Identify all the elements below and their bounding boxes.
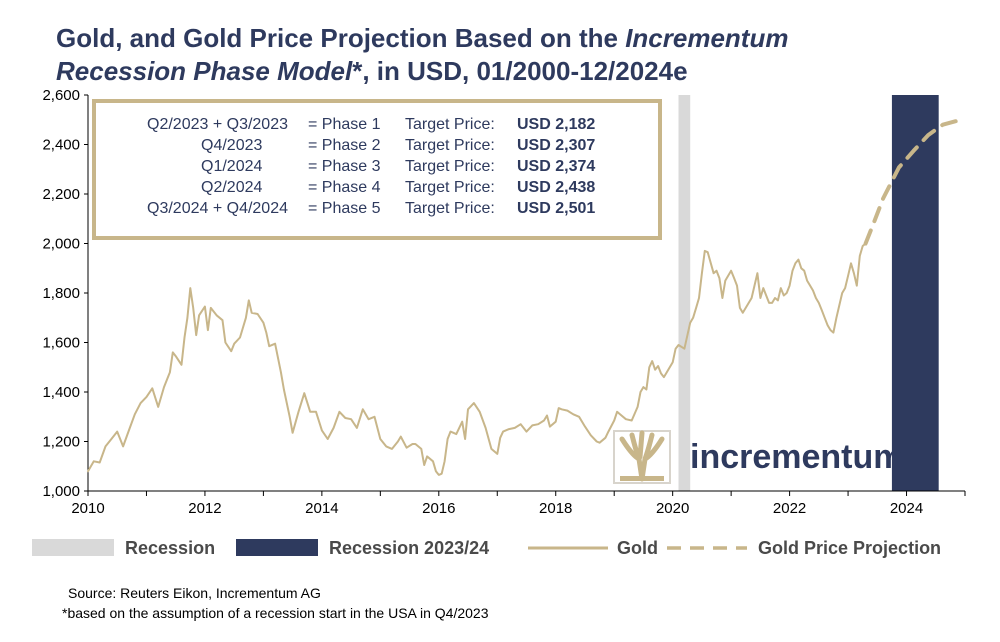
phase-label: = Phase 3	[308, 158, 381, 175]
target-label: Target Price:	[405, 137, 495, 154]
x-tick-label: 2022	[773, 500, 806, 517]
legend-recession-label: Recession	[125, 538, 216, 558]
target-label: Target Price:	[405, 158, 495, 175]
target-price: USD 2,307	[517, 137, 596, 154]
phase-row: Q3/2024 + Q4/2024 = Phase 5 Target Price…	[96, 200, 656, 221]
phase-label: = Phase 2	[308, 137, 381, 154]
y-tick-label: 1,400	[42, 384, 80, 401]
phase-period: Q4/2023	[201, 137, 263, 154]
target-price: USD 2,182	[517, 116, 596, 133]
incrementum-tree-logo	[613, 430, 671, 484]
x-tick-label: 2020	[656, 500, 689, 517]
target-label: Target Price:	[405, 200, 495, 217]
y-tick-label: 1,000	[42, 483, 80, 500]
legend-gold-swatch	[528, 546, 608, 550]
phase-period: Q2/2023 + Q3/2023	[147, 116, 288, 133]
footnote: *based on the assumption of a recession …	[62, 605, 489, 621]
phase-info-box: Q2/2023 + Q3/2023 = Phase 1 Target Price…	[92, 99, 662, 240]
legend-recession-swatch	[32, 539, 114, 556]
gold-projection-line	[863, 117, 965, 246]
legend-projection: Gold Price Projection	[667, 538, 941, 560]
legend-projection-swatch	[667, 546, 747, 550]
x-tick-label: 2016	[422, 500, 455, 517]
target-label: Target Price:	[405, 179, 495, 196]
phase-row: Q1/2024 = Phase 3 Target Price: USD 2,37…	[96, 158, 656, 179]
x-tick-label: 2010	[71, 500, 104, 517]
legend-projection-label: Gold Price Projection	[758, 538, 942, 558]
x-tick-label: 2014	[305, 500, 338, 517]
phase-row: Q4/2023 = Phase 2 Target Price: USD 2,30…	[96, 137, 656, 158]
phase-label: = Phase 4	[308, 179, 381, 196]
gold-price-line	[87, 242, 867, 476]
recession-bands	[678, 95, 939, 491]
target-price: USD 2,501	[517, 200, 596, 217]
phase-row: Q2/2023 + Q3/2023 = Phase 1 Target Price…	[96, 116, 656, 137]
phase-period: Q2/2024	[201, 179, 263, 196]
series-lines	[87, 117, 965, 476]
y-tick-label: 2,400	[42, 137, 80, 154]
y-tick-label: 2,600	[42, 87, 80, 104]
target-price: USD 2,374	[517, 158, 596, 175]
title-part2: *, in USD, 01/2000-12/2024e	[352, 56, 688, 86]
title-italic1: Incrementum	[625, 23, 789, 53]
phase-row: Q2/2024 = Phase 4 Target Price: USD 2,43…	[96, 179, 656, 200]
phase-label: = Phase 5	[308, 200, 381, 217]
target-label: Target Price:	[405, 116, 495, 133]
recession-band	[678, 95, 691, 491]
axes: 1,000 1,200 1,400 1,600 1,800 2,000 2,200 2,400…	[42, 87, 966, 517]
y-tick-label: 1,800	[42, 285, 80, 302]
phase-period: Q1/2024	[201, 158, 263, 175]
legend-recession2324-swatch	[236, 539, 318, 556]
legend-gold: Gold	[528, 538, 658, 560]
x-tick-label: 2018	[539, 500, 572, 517]
y-tick-label: 2,200	[42, 186, 80, 203]
legend-recession2324-label: Recession 2023/24	[329, 538, 490, 558]
y-tick-label: 1,600	[42, 335, 80, 352]
chart-title: Gold, and Gold Price Projection Based on…	[56, 22, 986, 88]
legend-gold-label: Gold	[617, 538, 659, 558]
recession-2023-24-band	[891, 95, 939, 491]
phase-period: Q3/2024 + Q4/2024	[147, 200, 288, 217]
title-part1: Gold, and Gold Price Projection Based on…	[56, 23, 626, 53]
source-note: Source: Reuters Eikon, Incrementum AG	[68, 585, 321, 601]
phase-label: = Phase 1	[308, 116, 381, 133]
x-tick-label: 2024	[890, 500, 923, 517]
title-italic2: Recession Phase Model	[56, 56, 353, 86]
logo-text: incrementum	[690, 438, 904, 476]
y-tick-label: 1,200	[42, 434, 80, 451]
x-tick-label: 2012	[188, 500, 221, 517]
y-tick-label: 2,000	[42, 236, 80, 253]
legend-recession2324: Recession 2023/24	[236, 538, 489, 560]
legend-recession: Recession	[32, 538, 215, 560]
target-price: USD 2,438	[517, 179, 596, 196]
